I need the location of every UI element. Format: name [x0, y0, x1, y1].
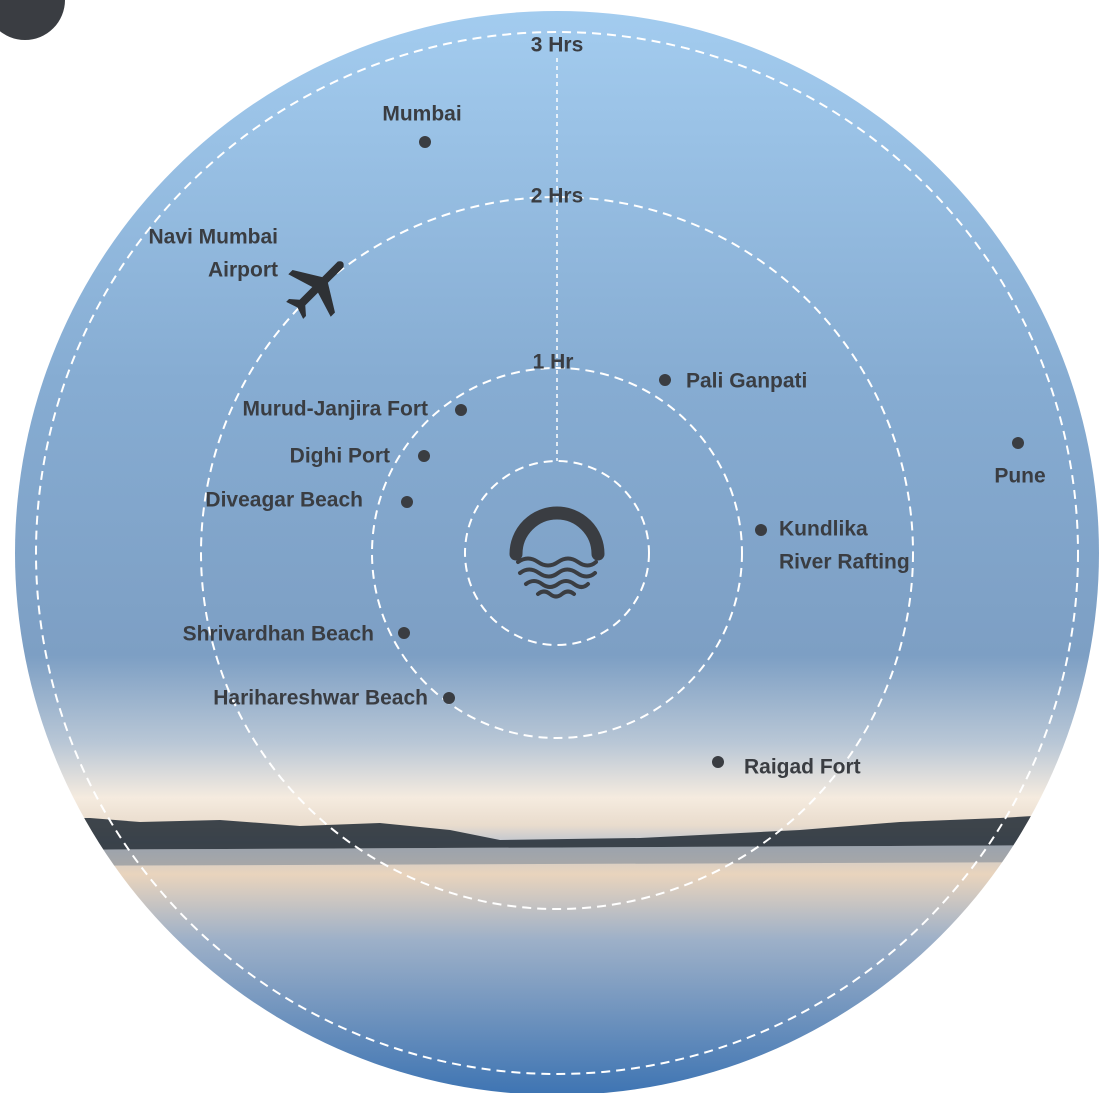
ring-label: 3 Hrs	[531, 34, 584, 57]
corner-badge	[0, 0, 65, 40]
place-dot	[401, 496, 413, 508]
ring-label: 1 Hr	[533, 351, 574, 374]
place-dot	[418, 450, 430, 462]
place-label: Harihareshwar Beach	[213, 687, 428, 710]
ring-3	[35, 31, 1079, 1075]
place-label: River Rafting	[779, 551, 910, 574]
place-label: Murud-Janjira Fort	[242, 398, 428, 421]
ring-center	[464, 460, 650, 646]
place-dot	[398, 627, 410, 639]
place-label: Dighi Port	[290, 445, 390, 468]
place-dot	[419, 136, 431, 148]
place-label: Raigad Fort	[744, 756, 861, 779]
place-label: Airport	[208, 259, 278, 282]
place-dot	[659, 374, 671, 386]
ring-label: 2 Hrs	[531, 185, 584, 208]
ring-2	[200, 196, 914, 910]
place-dot	[443, 692, 455, 704]
place-dot	[1012, 437, 1024, 449]
place-label: Pune	[994, 465, 1045, 488]
place-dot	[455, 404, 467, 416]
place-label: Kundlika	[779, 518, 868, 541]
place-label: Navi Mumbai	[148, 226, 278, 249]
ring-1	[371, 367, 743, 739]
place-label: Diveagar Beach	[205, 489, 363, 512]
place-label: Pali Ganpati	[686, 370, 807, 393]
place-label: Mumbai	[382, 103, 461, 126]
place-dot	[755, 524, 767, 536]
place-dot	[712, 756, 724, 768]
place-label: Shrivardhan Beach	[183, 623, 374, 646]
center-logo	[509, 506, 605, 599]
airport-icon	[286, 261, 344, 319]
